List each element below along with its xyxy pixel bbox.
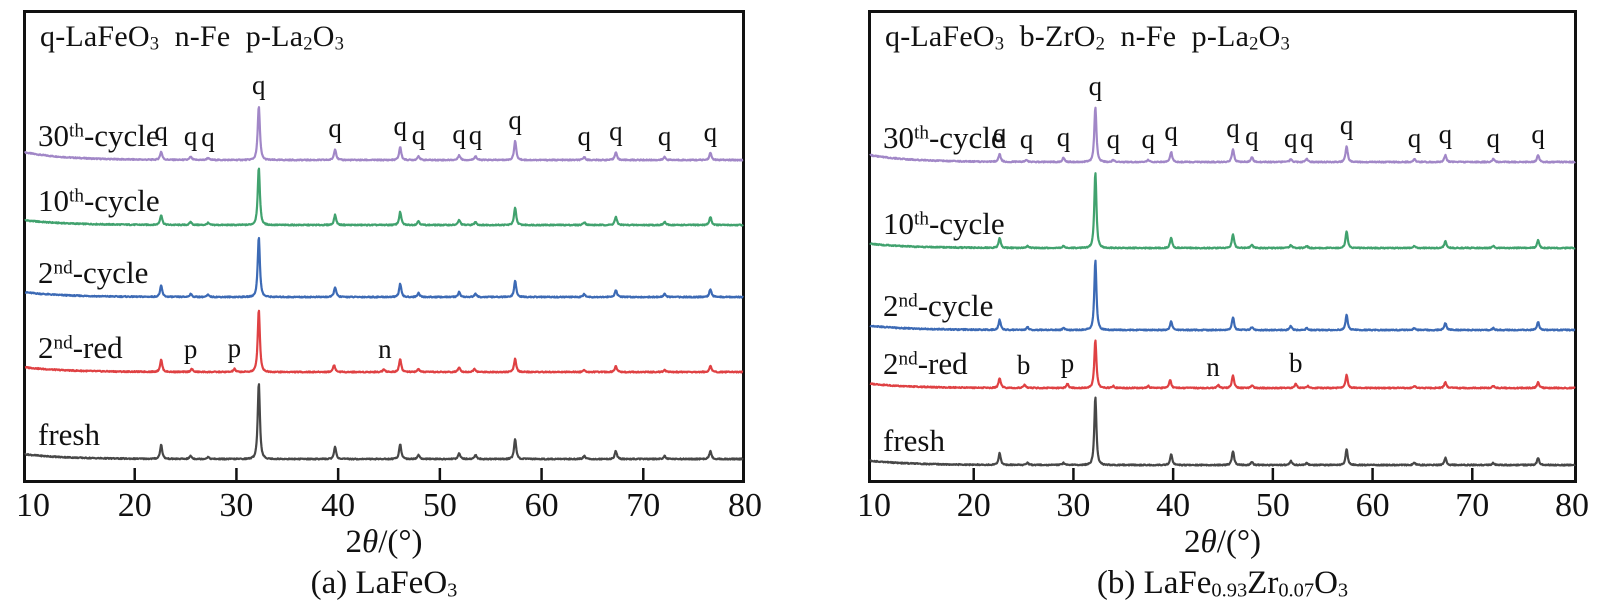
peak-label-p: p xyxy=(227,332,242,363)
x-tick-label: 50 xyxy=(422,487,457,524)
x-tick-label: 60 xyxy=(1355,487,1390,524)
peak-label-q: q xyxy=(992,117,1007,148)
trace-name-label: 2nd-red xyxy=(883,346,968,381)
peak-label-q: q xyxy=(657,120,672,151)
x-tick-label: 80 xyxy=(1555,487,1589,524)
peak-label-q: q xyxy=(508,104,522,135)
trace-name-label: 30th-cycle xyxy=(38,118,160,153)
peak-label-n: n xyxy=(378,334,392,365)
peak-label-q: q xyxy=(1339,109,1354,140)
x-tick-label: 80 xyxy=(728,487,762,524)
x-tick-label: 40 xyxy=(1156,487,1191,524)
peak-label-q: q xyxy=(1407,122,1422,153)
trace-name-label: 2nd-cycle xyxy=(38,255,149,290)
peak-label-q: q xyxy=(1019,123,1034,154)
peak-label-q: q xyxy=(183,120,198,151)
peak-label-b: b xyxy=(1016,350,1031,381)
peak-label-q: q xyxy=(609,115,623,146)
peak-label-q: q xyxy=(1284,122,1298,153)
peak-label-q: q xyxy=(1056,121,1071,152)
peak-label-q: q xyxy=(154,115,168,146)
trace-name-label: 10th-cycle xyxy=(883,206,1005,241)
trace-name-label: 2nd-red xyxy=(38,330,123,365)
trace-name-label: fresh xyxy=(883,423,945,458)
peak-label-q: q xyxy=(1164,115,1178,146)
trace-name-label: fresh xyxy=(38,417,100,452)
x-tick-label: 50 xyxy=(1255,487,1290,524)
peak-label-q: q xyxy=(1088,70,1103,101)
peak-label-q: q xyxy=(411,119,426,150)
panel-b-phase-legend: q-LaFeO3 b-ZrO2 n-Fe p-La2O3 xyxy=(885,20,1290,55)
peak-label-p: p xyxy=(1060,347,1075,378)
x-tick-label: 70 xyxy=(626,487,661,524)
panel-a-caption: (a) LaFeO3 xyxy=(310,565,458,602)
peak-label-q: q xyxy=(1486,122,1500,153)
peak-label-q: q xyxy=(201,121,215,152)
peak-label-q: q xyxy=(468,119,483,150)
panel-a-plot-frame xyxy=(23,10,745,483)
panel-b-plot-frame xyxy=(868,10,1577,483)
peak-label-q: q xyxy=(393,110,407,141)
panel-b-caption: (b) LaFe0.93Zr0.07O3 xyxy=(1096,565,1349,602)
x-tick-label: 20 xyxy=(956,487,991,524)
peak-label-p: p xyxy=(183,334,198,365)
peak-label-q: q xyxy=(577,120,592,151)
peak-label-q: q xyxy=(1438,118,1453,149)
peak-label-q: q xyxy=(1226,112,1240,143)
x-tick-label: 20 xyxy=(117,487,152,524)
x-tick-label: 60 xyxy=(524,487,559,524)
x-tick-label: 70 xyxy=(1455,487,1490,524)
peak-label-q: q xyxy=(452,118,466,149)
peak-label-q: q xyxy=(1300,122,1314,153)
x-tick-label: 10 xyxy=(16,487,50,524)
x-tick-label: 30 xyxy=(219,487,254,524)
trace-name-label: 10th-cycle xyxy=(38,183,160,218)
peak-label-q: q xyxy=(1245,120,1259,151)
x-tick-label: 30 xyxy=(1056,487,1091,524)
peak-label-q: q xyxy=(252,69,266,100)
peak-label-q: q xyxy=(1531,118,1545,149)
peak-label-q: q xyxy=(328,112,342,143)
peak-label-b: b xyxy=(1289,347,1303,378)
x-tick-label: 40 xyxy=(321,487,356,524)
trace-name-label: 30th-cycle xyxy=(883,120,1005,155)
peak-label-q: q xyxy=(1106,123,1121,154)
x-axis-label: 2θ/(°) xyxy=(345,524,423,560)
panel-a-phase-legend: q-LaFeO3 n-Fe p-La2O3 xyxy=(40,20,345,55)
x-tick-label: 10 xyxy=(857,487,891,524)
trace-name-label: 2nd-cycle xyxy=(883,288,994,323)
peak-label-n: n xyxy=(1206,351,1220,382)
peak-label-q: q xyxy=(703,116,718,147)
peak-label-q: q xyxy=(1141,123,1155,154)
x-axis-label: 2θ/(°) xyxy=(1183,524,1262,560)
